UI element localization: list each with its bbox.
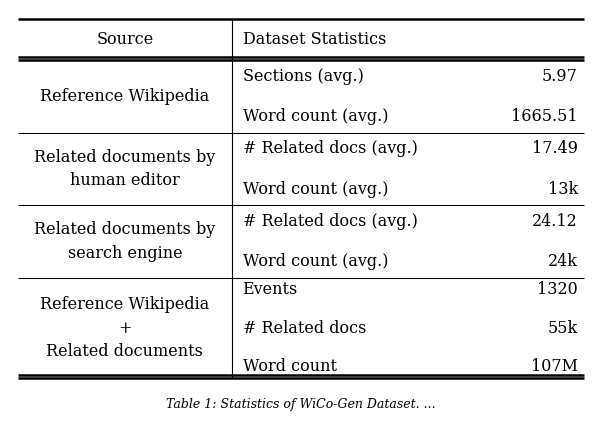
- Text: 24.12: 24.12: [532, 213, 578, 230]
- Text: # Related docs: # Related docs: [243, 319, 366, 337]
- Text: Word count (avg.): Word count (avg.): [243, 108, 388, 125]
- Text: Sections (avg.): Sections (avg.): [243, 68, 364, 85]
- Text: # Related docs (avg.): # Related docs (avg.): [243, 213, 417, 230]
- Text: Events: Events: [243, 282, 298, 298]
- Text: Word count: Word count: [243, 358, 337, 375]
- Text: 17.49: 17.49: [532, 140, 578, 157]
- Text: Related documents by
search engine: Related documents by search engine: [34, 221, 216, 262]
- Text: Word count (avg.): Word count (avg.): [243, 181, 388, 198]
- Text: Dataset Statistics: Dataset Statistics: [243, 31, 386, 48]
- Text: 1665.51: 1665.51: [511, 108, 578, 125]
- Text: 107M: 107M: [531, 358, 578, 375]
- Text: # Related docs (avg.): # Related docs (avg.): [243, 140, 417, 157]
- Text: Source: Source: [96, 31, 154, 48]
- Text: Reference Wikipedia: Reference Wikipedia: [40, 88, 209, 105]
- Text: 5.97: 5.97: [542, 68, 578, 85]
- Text: 55k: 55k: [548, 319, 578, 337]
- Text: 24k: 24k: [548, 253, 578, 270]
- Text: 13k: 13k: [548, 181, 578, 198]
- Text: Reference Wikipedia
+
Related documents: Reference Wikipedia + Related documents: [40, 296, 209, 360]
- Text: Related documents by
human editor: Related documents by human editor: [34, 149, 216, 189]
- Text: Table 1: Statistics of WiCo-Gen Dataset. ...: Table 1: Statistics of WiCo-Gen Dataset.…: [166, 398, 436, 411]
- Text: Word count (avg.): Word count (avg.): [243, 253, 388, 270]
- Text: 1320: 1320: [537, 282, 578, 298]
